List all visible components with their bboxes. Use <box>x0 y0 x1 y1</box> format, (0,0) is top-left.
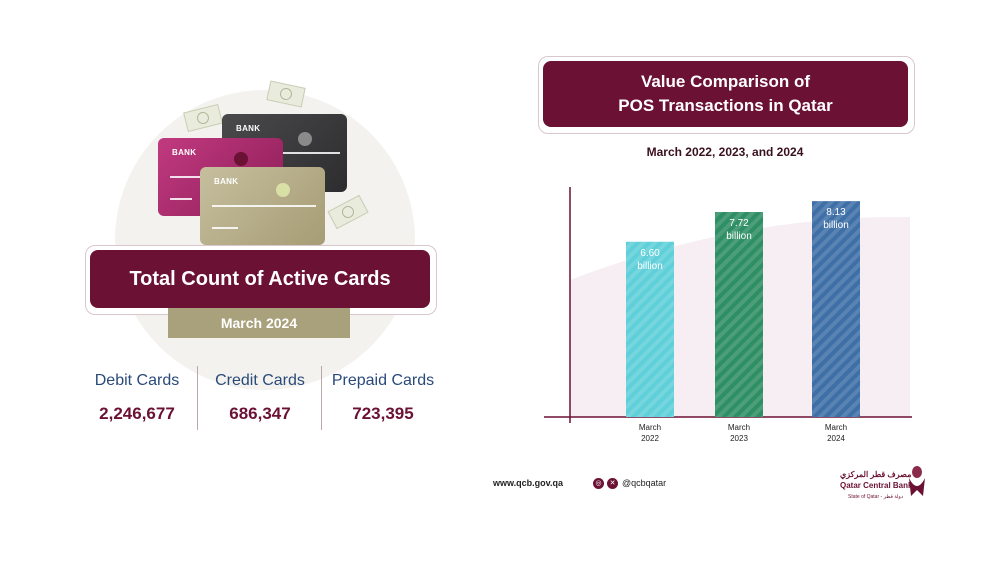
data-label-value: 8.13 <box>826 207 846 218</box>
card-number-line <box>212 227 238 229</box>
card-chip-icon <box>276 183 290 197</box>
stat-label-debit: Debit Cards <box>94 372 180 389</box>
date-badge: March 2024 <box>168 308 350 338</box>
website-link[interactable]: www.qcb.gov.qa <box>493 478 564 488</box>
stat-value-credit: 686,347 <box>229 404 291 423</box>
data-label-unit: billion <box>637 261 663 272</box>
stat-value-debit: 2,246,677 <box>99 404 175 423</box>
logo-english-name: Qatar Central Bank <box>840 481 913 490</box>
social-handle[interactable]: @qcbqatar <box>622 478 667 488</box>
card-number-line <box>278 152 340 154</box>
card-chip-icon <box>298 132 312 146</box>
logo-arabic-name: مصرف قطر المركزي <box>840 470 912 479</box>
stat-value-prepaid: 723,395 <box>352 404 414 423</box>
card-chip-icon <box>234 152 248 166</box>
data-label-value: 7.72 <box>729 218 749 229</box>
qcb-emblem-icon <box>909 466 925 496</box>
x-tick-label: March <box>639 423 661 432</box>
bar-chart: 6.60 billion March 2022 7.72 billion March 2023… <box>544 187 912 443</box>
bar-stripes-1 <box>715 212 763 417</box>
chart-subtitle: March 2022, 2023, and 2024 <box>646 145 804 159</box>
card-bank-label: BANK <box>236 124 261 133</box>
x-tick-label: 2024 <box>827 434 845 443</box>
chart-title: Value Comparison of POS Transactions in … <box>543 61 908 127</box>
x-tick-label: 2022 <box>641 434 659 443</box>
card-bank-label: BANK <box>214 177 239 186</box>
x-tick-label: March <box>825 423 847 432</box>
chart-title-line1: Value Comparison of <box>640 72 811 91</box>
bar-stripes-0 <box>626 241 674 417</box>
bar-stripes-2 <box>812 201 860 417</box>
x-tick-label: March <box>728 423 750 432</box>
data-label-value: 6.60 <box>640 248 660 259</box>
chart-title-line2: POS Transactions in Qatar <box>618 96 833 115</box>
stat-divider <box>321 366 322 430</box>
x-tick-label: 2023 <box>730 434 748 443</box>
stat-divider <box>197 366 198 430</box>
stat-label-credit: Credit Cards <box>215 372 305 389</box>
data-label-unit: billion <box>726 231 752 242</box>
x-icon[interactable]: ✕ <box>607 478 618 489</box>
instagram-icon[interactable]: ◎ <box>593 478 604 489</box>
card-number-line <box>212 205 316 207</box>
page-title: Total Count of Active Cards <box>90 250 430 308</box>
data-label-unit: billion <box>823 220 849 231</box>
card-number-line <box>170 198 192 200</box>
bank-card-khaki: BANK <box>200 167 325 245</box>
card-number-line <box>170 176 200 178</box>
stat-label-prepaid: Prepaid Cards <box>331 372 435 389</box>
card-bank-label: BANK <box>172 148 197 157</box>
logo-state-caption: State of Qatar - دولة قطر <box>848 494 904 500</box>
